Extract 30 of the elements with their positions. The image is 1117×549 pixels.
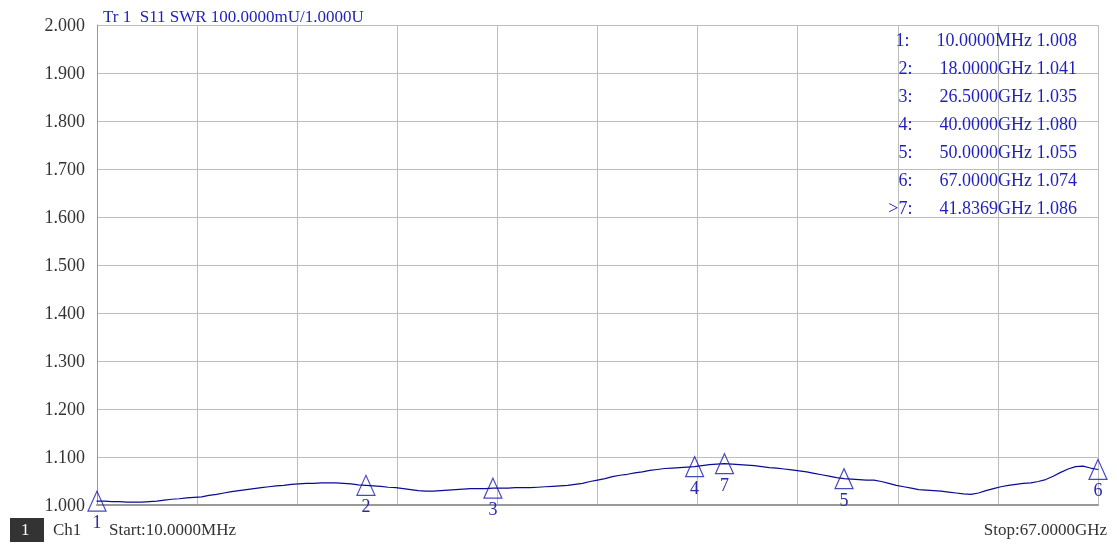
annotation: 6: 67.0000GHz 1.074 xyxy=(898,170,1078,190)
text: Ch1 xyxy=(53,520,82,539)
y-tick-label: 1.500 xyxy=(44,255,85,275)
annotation: >7: 41.8369GHz 1.086 xyxy=(888,198,1077,218)
text: Start:10.0000MHz xyxy=(109,520,237,539)
y-tick-label: 1.400 xyxy=(44,303,85,323)
annotation: 3: 26.5000GHz 1.035 xyxy=(898,86,1078,106)
text: 1 xyxy=(92,512,102,533)
annotation: 3 xyxy=(488,499,498,520)
y-tick-label: 1.100 xyxy=(44,447,85,467)
text: Stop:67.0000GHz xyxy=(983,520,1108,539)
y-tick-label: 1.600 xyxy=(44,207,85,227)
chart-title: Tr 1 S11 SWR 100.0000mU/1.0000U xyxy=(103,7,364,26)
y-tick-label: 1.900 xyxy=(44,63,85,83)
text: 1 xyxy=(21,520,30,539)
annotation: 2: 18.0000GHz 1.041 xyxy=(898,58,1078,78)
annotation: 2 xyxy=(361,496,371,517)
annotation: 5: 50.0000GHz 1.055 xyxy=(898,142,1078,162)
y-tick-label: 1.200 xyxy=(44,399,85,419)
annotation: 6 xyxy=(1093,480,1103,501)
y-tick-label: 1.300 xyxy=(44,351,85,371)
y-tick-label: 1.000 xyxy=(44,495,85,515)
annotation: 7 xyxy=(719,474,729,495)
annotation: 1: 10.0000MHz 1.008 xyxy=(895,30,1078,50)
y-tick-label: 1.800 xyxy=(44,111,85,131)
annotation: 5 xyxy=(839,489,849,510)
y-tick-label: 1.700 xyxy=(44,159,85,179)
annotation: 4 xyxy=(690,477,700,498)
annotation: 4: 40.0000GHz 1.080 xyxy=(898,114,1078,134)
y-tick-label: 2.000 xyxy=(44,15,85,35)
